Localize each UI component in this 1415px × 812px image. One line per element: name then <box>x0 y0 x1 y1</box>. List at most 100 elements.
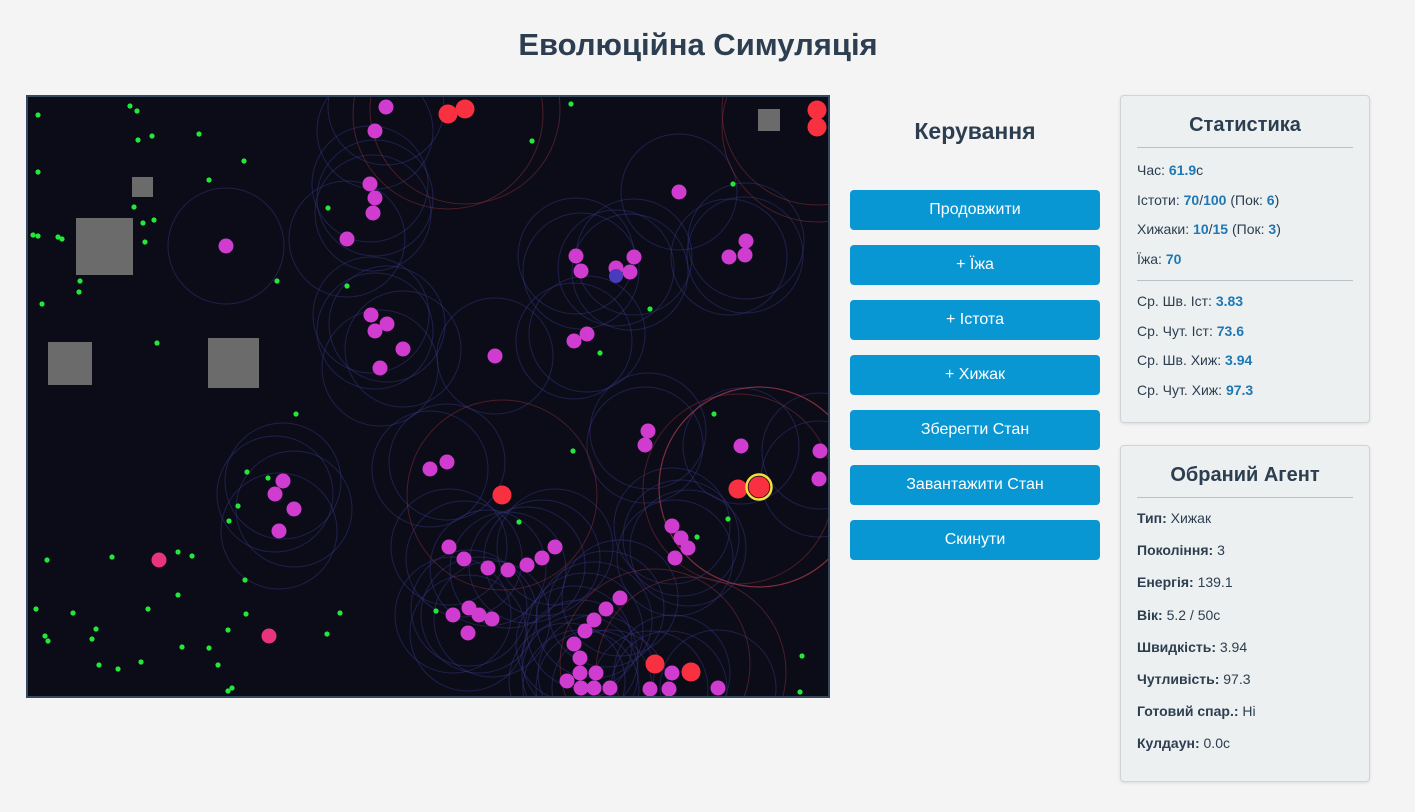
agent-age: Вік: 5.2 / 50с <box>1137 606 1221 623</box>
sense-radius <box>721 97 828 223</box>
food-pellet <box>138 659 144 665</box>
sense-radius <box>394 556 512 674</box>
predator <box>645 654 665 674</box>
creature <box>579 326 595 342</box>
creature <box>484 611 500 627</box>
creature <box>640 423 656 439</box>
sense-radius <box>483 499 601 617</box>
creature <box>487 348 503 364</box>
creature <box>480 560 496 576</box>
food-pellet <box>145 606 151 612</box>
creature <box>642 681 658 696</box>
creature <box>367 190 383 206</box>
food-pellet <box>179 644 185 650</box>
sense-radius <box>547 550 665 668</box>
creature <box>559 673 575 689</box>
stat-predators: Хижаки: 10/15 (Пок: 3) <box>1137 221 1281 237</box>
creature <box>422 461 438 477</box>
obstacle <box>76 218 133 275</box>
sense-radius <box>321 309 439 427</box>
sense-radius <box>571 213 689 331</box>
creature <box>534 550 550 566</box>
agent-generation: Покоління: 3 <box>1137 542 1225 559</box>
food-pellet <box>242 577 248 583</box>
predator <box>492 485 512 505</box>
food-pellet <box>77 278 83 284</box>
creature <box>664 518 680 534</box>
obstacle <box>208 338 259 388</box>
food-pellet <box>45 638 51 644</box>
food-pellet <box>35 233 41 239</box>
creature <box>471 607 487 623</box>
food-pellet <box>225 688 231 694</box>
food-pellet <box>244 469 250 475</box>
food-pellet <box>799 653 805 659</box>
simulation-canvas[interactable] <box>26 95 830 698</box>
add-creature-button[interactable]: + Істота <box>850 300 1100 340</box>
add-predator-button[interactable]: + Хижак <box>850 355 1100 395</box>
predator <box>438 104 458 124</box>
sense-radius <box>687 182 805 300</box>
stat-creatures: Істоти: 70/100 (Пок: 6) <box>1137 191 1280 208</box>
creature <box>395 341 411 357</box>
sense-radius <box>235 450 353 568</box>
creature <box>261 628 277 644</box>
save-state-button[interactable]: Зберегти Стан <box>850 410 1100 450</box>
food-pellet <box>70 610 76 616</box>
sense-radius <box>216 435 334 553</box>
creature <box>598 601 614 617</box>
sense-radius <box>369 97 561 205</box>
creature <box>566 636 582 652</box>
sense-radius <box>314 154 432 272</box>
creature <box>362 176 378 192</box>
creature <box>566 333 582 349</box>
food-pellet <box>568 101 574 107</box>
obstacle <box>758 109 780 131</box>
sense-radius <box>224 422 342 540</box>
sense-radius <box>371 410 489 528</box>
sense-radius <box>521 599 639 696</box>
sense-radius <box>559 568 751 696</box>
creature <box>267 486 283 502</box>
food-pellet <box>694 534 700 540</box>
add-food-button[interactable]: + Їжа <box>850 245 1100 285</box>
creature <box>812 443 828 459</box>
reset-button[interactable]: Скинути <box>850 520 1100 560</box>
food-pellet <box>151 217 157 223</box>
resume-button[interactable]: Продовжити <box>850 190 1100 230</box>
simulation-field[interactable] <box>28 97 828 696</box>
creature <box>151 552 167 568</box>
creature <box>622 264 638 280</box>
stat-avg-sense-predator: Ср. Чут. Хиж: 97.3 <box>1137 381 1254 398</box>
stat-food: Їжа: 70 <box>1137 250 1182 267</box>
stats-divider <box>1137 280 1353 281</box>
creature <box>568 248 584 264</box>
food-pellet <box>196 131 202 137</box>
food-pellet <box>149 133 155 139</box>
sense-radius <box>420 556 538 674</box>
agent-breed-ready: Готовий спар.: Ні <box>1137 703 1256 720</box>
predator <box>807 100 827 120</box>
creature <box>661 681 677 696</box>
creature <box>573 263 589 279</box>
creature <box>572 650 588 666</box>
sense-radius <box>390 488 508 606</box>
load-state-button[interactable]: Завантажити Стан <box>850 465 1100 505</box>
stat-time: Час: 61.9с <box>1137 162 1204 178</box>
sense-radius <box>721 97 828 206</box>
selected-sense-radius <box>658 386 828 588</box>
food-pellet <box>89 636 95 642</box>
sense-radius <box>522 212 640 330</box>
creature <box>441 539 457 555</box>
page-title: Еволюційна Симуляція <box>518 27 878 62</box>
creature <box>710 680 726 696</box>
sense-radius <box>429 509 547 627</box>
creature <box>439 454 455 470</box>
sense-radius <box>388 403 506 521</box>
food-pellet <box>55 234 61 240</box>
creature <box>547 539 563 555</box>
sense-radius <box>312 256 430 374</box>
stat-avg-speed-predator: Ср. Шв. Хиж: 3.94 <box>1137 352 1253 368</box>
food-pellet <box>265 475 271 481</box>
sense-radius <box>613 614 731 696</box>
